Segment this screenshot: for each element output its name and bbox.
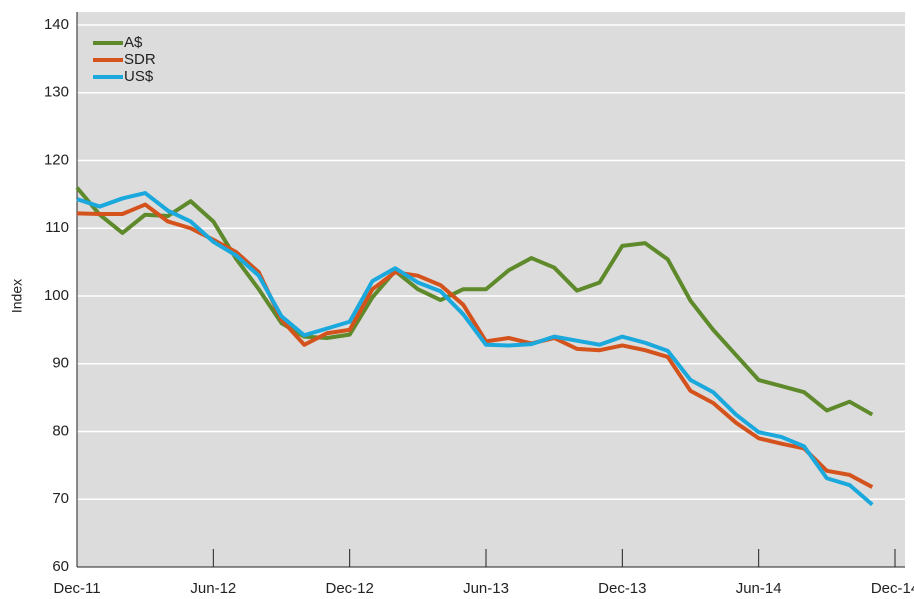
series-line bbox=[75, 186, 874, 417]
y-tick-label: 70 bbox=[52, 490, 69, 507]
y-tick-label: 120 bbox=[44, 151, 69, 168]
y-axis-label: Index bbox=[9, 279, 25, 313]
x-tick-label: Dec-12 bbox=[325, 580, 373, 597]
y-tick-label: 100 bbox=[44, 287, 69, 304]
legend-label: US$ bbox=[124, 68, 154, 85]
y-tick-label: 60 bbox=[52, 558, 69, 575]
y-tick-label: 90 bbox=[52, 355, 69, 372]
y-tick-label: 130 bbox=[44, 84, 69, 101]
legend-label: SDR bbox=[124, 51, 156, 68]
y-tick-label: 140 bbox=[44, 16, 69, 33]
y-tick-label: 80 bbox=[52, 422, 69, 439]
plot-area bbox=[77, 12, 905, 567]
y-tick-label: 110 bbox=[45, 219, 69, 236]
x-tick-label: Dec-13 bbox=[598, 580, 646, 597]
x-tick-label: Jun-13 bbox=[463, 580, 509, 597]
x-tick-label: Jun-12 bbox=[190, 580, 236, 597]
legend-label: A$ bbox=[124, 34, 143, 51]
x-tick-label: Dec-11 bbox=[53, 580, 100, 597]
x-tick-label: Dec-14 bbox=[871, 580, 914, 597]
series-line bbox=[76, 191, 874, 507]
x-tick-label: Jun-14 bbox=[736, 580, 782, 597]
